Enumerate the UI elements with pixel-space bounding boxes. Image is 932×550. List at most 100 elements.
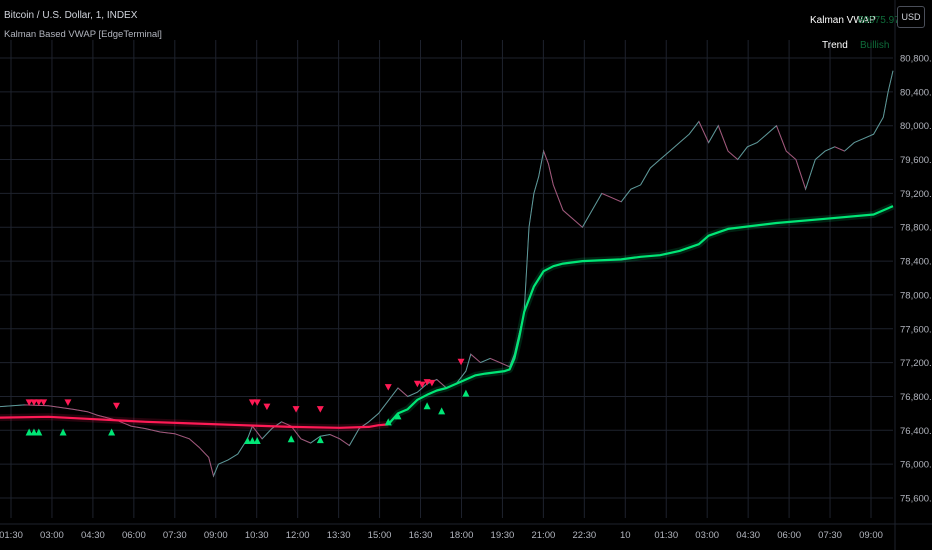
x-tick-label: 19:30 [491, 530, 515, 541]
price-segment [189, 438, 200, 448]
price-segment [24, 404, 49, 407]
buy-signal-marker [287, 435, 295, 443]
price-segment [863, 133, 874, 139]
price-segment [198, 446, 209, 458]
price-segment [339, 438, 350, 446]
price-segment [130, 425, 146, 430]
y-tick-label: 79,600.00 [900, 155, 932, 166]
price-segment [252, 425, 263, 440]
price-segment [208, 457, 214, 477]
x-tick-label: 09:00 [859, 530, 883, 541]
vwap-line-bearish [0, 415, 389, 429]
indicator-title[interactable]: Kalman Based VWAP [EdgeTerminal] [4, 29, 162, 40]
price-segment [310, 435, 321, 444]
x-tick-label: 22:30 [572, 530, 596, 541]
x-tick-label: 10:30 [245, 530, 269, 541]
price-segment [480, 358, 491, 363]
price-segment [611, 197, 622, 203]
price-segment [528, 193, 535, 228]
y-tick-label: 80,400.00 [900, 87, 932, 98]
price-segment [688, 121, 700, 135]
x-tick-label: 04:30 [81, 530, 105, 541]
buy-signal-marker [248, 436, 256, 444]
price-segment [48, 405, 73, 410]
price-segment [499, 362, 510, 368]
symbol-title: Bitcoin / U.S. Dollar, 1, INDEX [4, 10, 138, 21]
buy-signal-marker [59, 428, 67, 436]
price-segment [601, 193, 612, 198]
price-segment [227, 453, 239, 461]
price-segment [717, 125, 729, 152]
x-tick-label: 10 [620, 530, 631, 541]
price-segment [572, 218, 583, 228]
x-tick-label: 04:30 [736, 530, 760, 541]
trend-value: Bullish [860, 40, 890, 51]
x-tick-label: 09:00 [204, 530, 228, 541]
price-segment [470, 353, 481, 363]
price-segment [290, 425, 302, 440]
price-segment [213, 464, 219, 477]
sell-signal-marker [413, 380, 421, 388]
price-segment [320, 434, 331, 437]
x-tick-label: 06:00 [777, 530, 801, 541]
y-tick-label: 77,200.00 [900, 358, 932, 369]
price-segment [679, 133, 690, 143]
price-segment [766, 125, 777, 135]
price-segment [795, 159, 807, 190]
sell-signal-marker [35, 399, 43, 406]
y-tick-label: 78,000.00 [900, 290, 932, 301]
buy-signal-marker [438, 407, 446, 415]
price-segment [727, 150, 738, 160]
sell-signal-marker [25, 399, 33, 406]
price-segment [591, 193, 603, 211]
price-segment [873, 117, 884, 135]
sell-signal-marker [316, 406, 324, 413]
price-segment [552, 184, 564, 211]
price-segment [756, 133, 768, 143]
sell-signal-marker [418, 381, 426, 389]
price-segment [378, 400, 389, 414]
price-segment [659, 150, 671, 160]
y-tick-label: 80,800.00 [900, 54, 932, 65]
sell-signal-marker [428, 379, 436, 387]
price-segment [87, 411, 98, 416]
y-tick-label: 80,000.00 [900, 121, 932, 132]
x-tick-label: 18:00 [450, 530, 474, 541]
price-segment [824, 146, 835, 152]
price-segment [349, 428, 360, 446]
sell-signal-marker [248, 399, 256, 406]
price-segment [698, 121, 709, 143]
buy-signal-marker [253, 436, 261, 444]
price-segment [261, 428, 273, 440]
x-tick-label: 16:30 [409, 530, 433, 541]
x-tick-label: 03:00 [695, 530, 719, 541]
buy-signal-marker [25, 428, 33, 436]
price-segment [387, 387, 399, 401]
x-tick-label: 06:00 [122, 530, 146, 541]
price-segment [669, 142, 680, 152]
buy-signal-marker [384, 418, 392, 426]
price-segment [854, 138, 865, 143]
price-segment [455, 370, 467, 385]
sell-signal-marker [64, 399, 72, 406]
buy-signal-marker [244, 436, 252, 444]
sell-signal-marker [292, 406, 300, 413]
price-segment [300, 438, 311, 444]
price-segment [543, 150, 549, 164]
price-segment [271, 421, 282, 429]
currency-button[interactable]: USD [897, 6, 925, 28]
x-tick-label: 01:30 [654, 530, 678, 541]
sell-signal-marker [384, 384, 392, 391]
y-tick-label: 78,800.00 [900, 223, 932, 234]
buy-signal-marker [30, 428, 38, 436]
x-tick-label: 03:00 [40, 530, 64, 541]
price-segment [247, 425, 253, 439]
price-segment [882, 91, 889, 118]
price-segment [785, 150, 797, 160]
sell-signal-marker [423, 379, 431, 386]
price-segment [174, 433, 190, 440]
price-segment [582, 210, 593, 228]
x-tick-label: 01:30 [0, 530, 23, 541]
sell-signal-marker [457, 358, 465, 366]
